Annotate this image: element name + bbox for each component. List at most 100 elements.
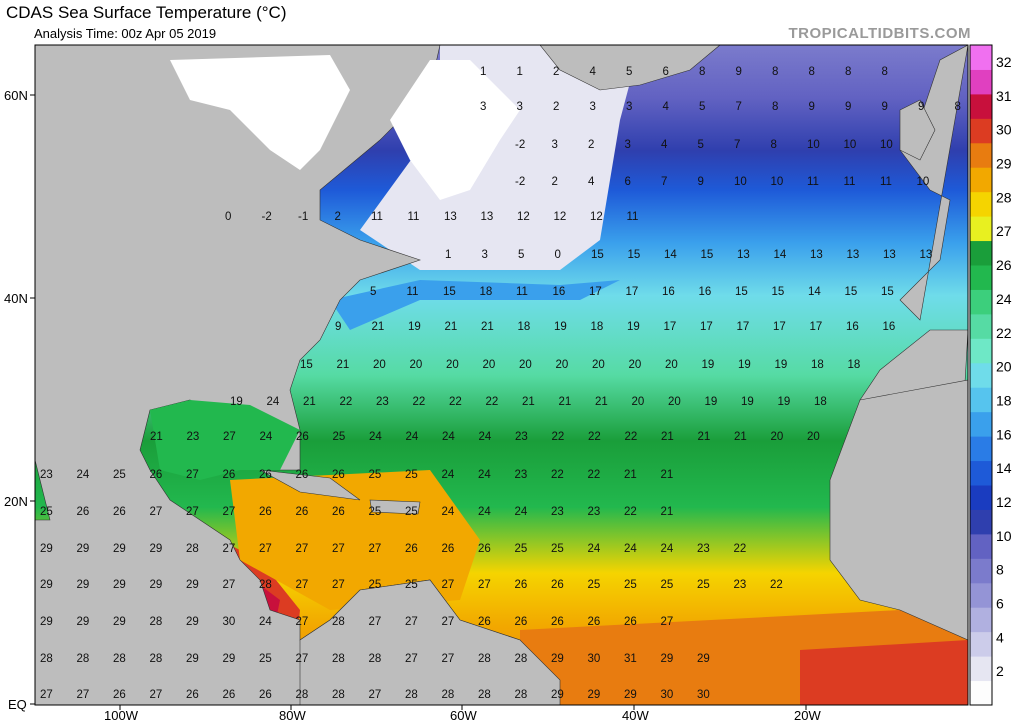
gulf-of-mexico — [150, 400, 300, 480]
sst-value-label: 8 — [845, 66, 851, 78]
lon-label-100w: 100W — [104, 708, 139, 723]
sst-value-label: 28 — [478, 653, 491, 665]
colorbar-swatch — [970, 411, 992, 437]
slope-water — [330, 280, 620, 330]
colorbar-swatch — [970, 265, 992, 290]
sst-value-label: 0 — [555, 249, 561, 261]
sst-value-label: 21 — [624, 469, 637, 481]
sst-value-label: 27 — [259, 543, 272, 555]
sst-value-label: 8 — [882, 66, 888, 78]
colorbar-label: 30 — [996, 122, 1012, 138]
sst-value-label: 29 — [77, 579, 90, 591]
sst-value-label: 17 — [700, 321, 713, 333]
sst-value-label: 21 — [734, 431, 747, 443]
sst-value-label: 16 — [662, 286, 675, 298]
sst-value-label: 23 — [40, 469, 53, 481]
sst-value-label: 20 — [771, 431, 784, 443]
sst-value-label: 23 — [376, 396, 389, 408]
sst-value-label: 27 — [296, 543, 309, 555]
sst-value-label: 28 — [77, 653, 90, 665]
sst-value-label: -2 — [515, 139, 525, 151]
sst-value-label: 28 — [369, 653, 382, 665]
sst-value-label: 27 — [442, 616, 455, 628]
colorbar-swatch — [970, 436, 992, 462]
sst-value-label: 9 — [882, 101, 888, 113]
sst-value-label: 19 — [738, 359, 751, 371]
sst-value-label: 14 — [774, 249, 787, 261]
sst-value-label: 4 — [590, 66, 597, 78]
sst-value-label: 20 — [373, 359, 386, 371]
sst-value-label: 12 — [590, 211, 603, 223]
sst-value-label: 24 — [478, 506, 491, 518]
sst-value-label: 5 — [698, 139, 704, 151]
sst-value-label: 24 — [624, 543, 637, 555]
lat-label-60n: 60N — [4, 88, 28, 103]
colorbar-swatch — [970, 289, 992, 315]
sst-value-label: 27 — [223, 579, 236, 591]
sst-value-label: 24 — [259, 616, 272, 628]
sst-value-label: 19 — [778, 396, 791, 408]
sst-value-label: 17 — [626, 286, 639, 298]
sst-value-label: 16 — [883, 321, 896, 333]
colorbar-label: 22 — [996, 325, 1012, 341]
sst-value-label: 30 — [223, 616, 236, 628]
sst-value-label: 29 — [186, 653, 199, 665]
sst-value-labels: 1 1 2 4 5 6 8 9 8 8 8 83 3 2 3 3 4 5 7 8 9 9 9 9 8-2 3 2 3 4 5 7 8 10 10 1… — [40, 66, 961, 701]
sst-value-label: 25 — [113, 469, 126, 481]
sst-value-label: 28 — [150, 653, 163, 665]
sst-value-label: 28 — [113, 653, 126, 665]
sst-value-label: 24 — [442, 506, 455, 518]
colorbar-label: 20 — [996, 359, 1012, 375]
sst-value-label: 26 — [332, 506, 345, 518]
sst-value-label: 29 — [40, 543, 53, 555]
colorbar-label: 26 — [996, 257, 1012, 273]
sst-value-label: 4 — [588, 176, 595, 188]
sst-value-label: 13 — [737, 249, 750, 261]
warm-pool-guinea — [800, 640, 968, 705]
sst-value-label: 29 — [113, 579, 126, 591]
sst-value-label: 27 — [369, 543, 382, 555]
sst-value-label: 29 — [113, 543, 126, 555]
sst-value-label: 25 — [661, 579, 674, 591]
sst-value-label: 22 — [340, 396, 353, 408]
sst-value-label: 26 — [588, 616, 601, 628]
sst-value-label: 26 — [624, 616, 637, 628]
sst-value-label: 8 — [772, 66, 778, 78]
lat-label-40n: 40N — [4, 291, 28, 306]
sst-value-label: 25 — [405, 579, 418, 591]
sst-value-label: 22 — [588, 431, 601, 443]
colorbar-swatch — [970, 656, 992, 682]
colorbar — [969, 44, 993, 706]
sst-value-label: 27 — [77, 689, 90, 701]
sst-value-label: 26 — [478, 543, 491, 555]
north-ice-band — [360, 45, 640, 270]
colorbar-label: 2 — [996, 663, 1004, 679]
sst-value-label: 20 — [556, 359, 569, 371]
sst-value-label: 16 — [699, 286, 712, 298]
sst-value-label: 30 — [588, 653, 601, 665]
sst-value-label: 22 — [588, 469, 601, 481]
sst-value-label: 25 — [405, 469, 418, 481]
sst-value-label: 23 — [734, 579, 747, 591]
sst-value-label: -2 — [262, 211, 272, 223]
sst-value-label: 3 — [625, 139, 631, 151]
sst-value-label: 4 — [661, 139, 668, 151]
sst-value-label: 19 — [741, 396, 754, 408]
sst-value-label: 14 — [808, 286, 821, 298]
sst-value-label: 23 — [697, 543, 710, 555]
colorbar-swatch — [970, 680, 992, 706]
sst-value-label: 17 — [810, 321, 823, 333]
sst-value-label: 20 — [519, 359, 532, 371]
sst-value-label: 26 — [186, 689, 199, 701]
colorbar-swatch — [970, 387, 992, 413]
sst-value-label: 26 — [113, 506, 126, 518]
sst-value-label: 7 — [734, 139, 740, 151]
sst-value-label: 16 — [553, 286, 566, 298]
sst-value-label: 15 — [443, 286, 456, 298]
credit-watermark: TROPICALTIDBITS.COM — [788, 25, 971, 42]
sst-value-label: 25 — [697, 579, 710, 591]
sst-value-label: 17 — [589, 286, 602, 298]
sst-value-label: 24 — [515, 506, 528, 518]
sst-value-label: 27 — [478, 579, 491, 591]
sst-value-label: 21 — [595, 396, 608, 408]
